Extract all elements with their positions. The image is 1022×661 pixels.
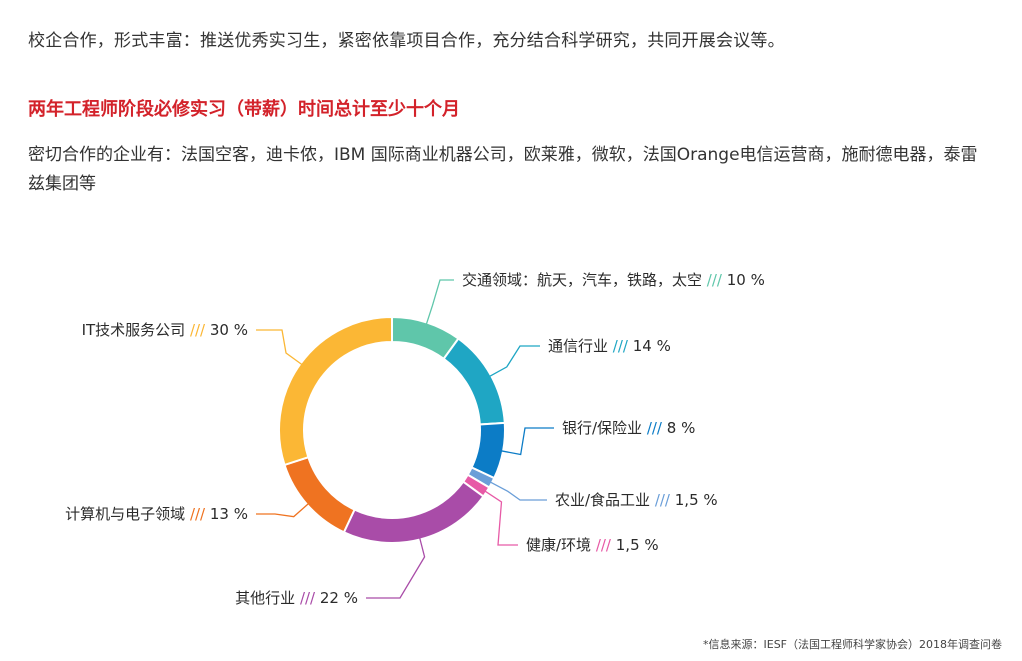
slice-label: 其他行业 /// 22 % bbox=[235, 589, 358, 607]
slice-label: 计算机与电子领域 /// 13 % bbox=[65, 505, 248, 523]
leader-line bbox=[256, 329, 303, 366]
donut-slice bbox=[342, 480, 485, 544]
slice-label: 银行/保险业 /// 8 % bbox=[562, 419, 695, 437]
leader-line bbox=[366, 537, 426, 599]
leader-line bbox=[489, 481, 547, 501]
leader-line bbox=[488, 345, 540, 378]
donut-slice bbox=[283, 455, 356, 534]
partner-companies-text: 密切合作的企业有：法国空客，迪卡侬，IBM 国际商业机器公司，欧莱雅，微软，法国… bbox=[28, 145, 978, 194]
leader-line bbox=[500, 427, 554, 456]
slice-label: IT技术服务公司 /// 30 % bbox=[82, 321, 248, 339]
leader-line bbox=[256, 502, 310, 518]
slice-label: 健康/环境 /// 1,5 % bbox=[526, 536, 659, 554]
source-note: *信息来源：IESF（法国工程师科学家协会）2018年调查问卷 bbox=[703, 638, 1002, 651]
internship-heading: 两年工程师阶段必修实习（带薪）时间总计至少十个月 bbox=[28, 99, 460, 120]
leader-line bbox=[425, 279, 454, 325]
intro-text: 校企合作，形式丰富：推送优秀实习生，紧密依靠项目合作，充分结合科学研究，共同开展… bbox=[28, 31, 785, 51]
donut-slice bbox=[442, 337, 506, 426]
slice-label: 农业/食品工业 /// 1,5 % bbox=[555, 491, 718, 509]
slice-label: 通信行业 /// 14 % bbox=[548, 337, 671, 355]
leader-line bbox=[484, 490, 518, 546]
donut-slice bbox=[278, 315, 393, 467]
slice-label: 交通领域：航天，汽车，铁路，太空 /// 10 % bbox=[462, 271, 765, 289]
